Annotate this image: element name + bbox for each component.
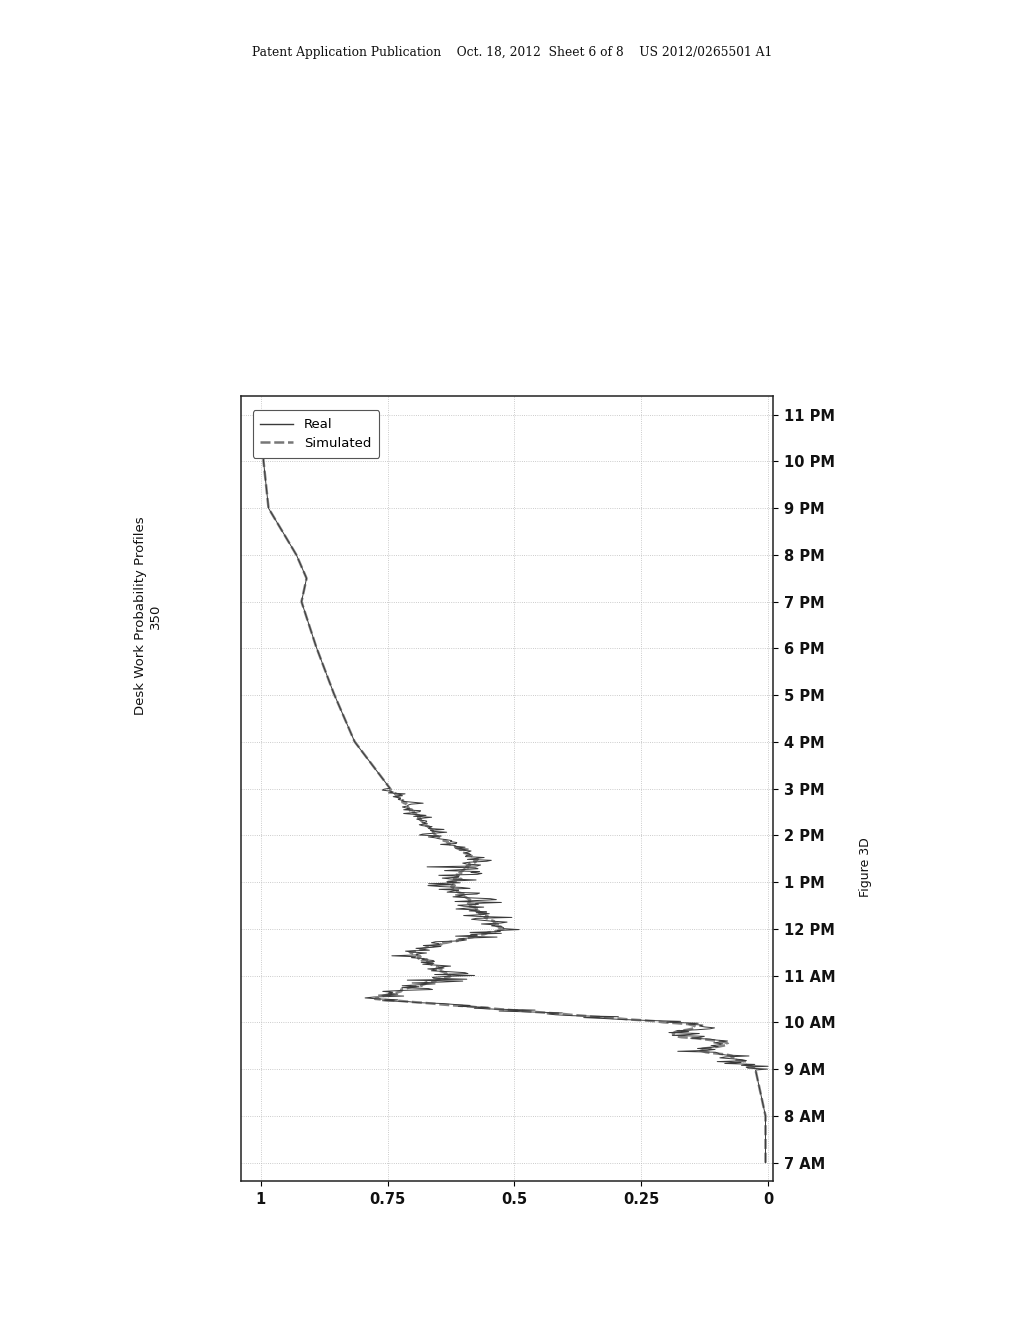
Real — [343, 721, 355, 737]
Real — [257, 407, 269, 422]
Simulated — [760, 1155, 772, 1171]
Line: Real: Real — [263, 414, 768, 1163]
Real — [325, 678, 337, 694]
Simulated — [760, 1109, 772, 1125]
Simulated — [325, 678, 337, 694]
Real — [760, 1109, 772, 1125]
Text: Desk Work Probability Profiles
350: Desk Work Probability Profiles 350 — [134, 516, 163, 715]
Simulated — [257, 407, 269, 422]
Simulated — [268, 511, 281, 527]
Real — [297, 587, 309, 603]
Text: Figure 3D: Figure 3D — [859, 837, 871, 898]
Simulated — [334, 701, 346, 717]
Line: Simulated: Simulated — [263, 414, 766, 1163]
Legend: Real, Simulated: Real, Simulated — [253, 411, 379, 458]
Real — [334, 701, 346, 717]
Text: Patent Application Publication    Oct. 18, 2012  Sheet 6 of 8    US 2012/0265501: Patent Application Publication Oct. 18, … — [252, 46, 772, 59]
Simulated — [297, 587, 309, 603]
Simulated — [343, 721, 355, 737]
Real — [268, 511, 281, 527]
Real — [760, 1155, 772, 1171]
